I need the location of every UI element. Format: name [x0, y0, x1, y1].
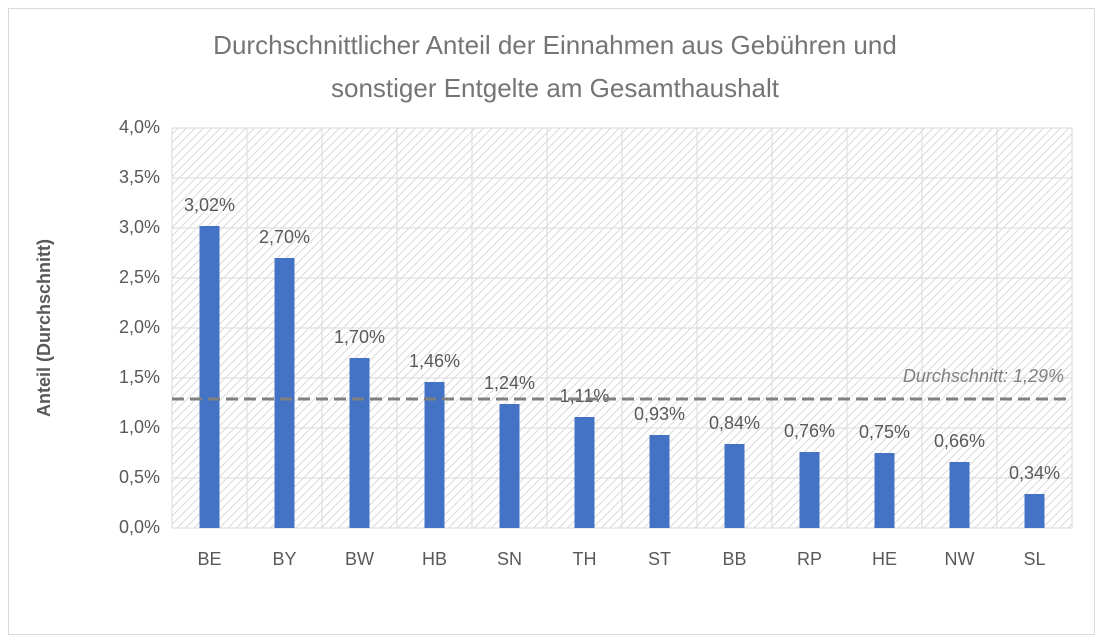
y-tick-label: 1,0% [119, 417, 160, 437]
x-tick-label: ST [648, 549, 671, 569]
x-tick-label: SN [497, 549, 522, 569]
x-tick-label: BE [197, 549, 221, 569]
y-tick-label: 1,5% [119, 367, 160, 387]
bar [874, 453, 895, 528]
y-tick-label: 0,0% [119, 517, 160, 537]
y-tick-label: 0,5% [119, 467, 160, 487]
y-tick-label: 2,5% [119, 267, 160, 287]
x-tick-label: SL [1023, 549, 1045, 569]
x-tick-label: TH [573, 549, 597, 569]
data-label: 0,75% [859, 422, 910, 442]
data-label: 1,70% [334, 327, 385, 347]
data-label: 1,46% [409, 351, 460, 371]
x-tick-label: HE [872, 549, 897, 569]
x-tick-label: BY [272, 549, 296, 569]
data-label: 0,34% [1009, 463, 1060, 483]
y-axis-label: Anteil (Durchschnitt) [34, 239, 54, 417]
data-label: 2,70% [259, 227, 310, 247]
bar [949, 462, 970, 528]
chart-title: sonstiger Entgelte am Gesamthaushalt [331, 73, 780, 103]
data-label: 0,93% [634, 404, 685, 424]
bar [724, 444, 745, 528]
data-label: 0,66% [934, 431, 985, 451]
average-label: Durchschnitt: 1,29% [903, 366, 1064, 386]
bar [424, 382, 445, 528]
data-label: 0,76% [784, 421, 835, 441]
bar [274, 258, 295, 528]
x-tick-label: BW [345, 549, 374, 569]
bar [349, 358, 370, 528]
y-tick-label: 3,5% [119, 167, 160, 187]
bar [574, 417, 595, 528]
bar [499, 404, 520, 528]
data-label: 3,02% [184, 195, 235, 215]
x-tick-label: BB [722, 549, 746, 569]
x-tick-label: RP [797, 549, 822, 569]
bar [649, 435, 670, 528]
y-tick-label: 4,0% [119, 117, 160, 137]
bar [1024, 494, 1045, 528]
bar [199, 226, 220, 528]
data-label: 0,84% [709, 413, 760, 433]
data-label: 1,11% [560, 386, 610, 406]
y-tick-label: 3,0% [119, 217, 160, 237]
data-label: 1,24% [484, 373, 535, 393]
x-tick-label: NW [945, 549, 975, 569]
x-tick-label: HB [422, 549, 447, 569]
bar [799, 452, 820, 528]
chart-title: Durchschnittlicher Anteil der Einnahmen … [213, 30, 897, 60]
y-tick-label: 2,0% [119, 317, 160, 337]
